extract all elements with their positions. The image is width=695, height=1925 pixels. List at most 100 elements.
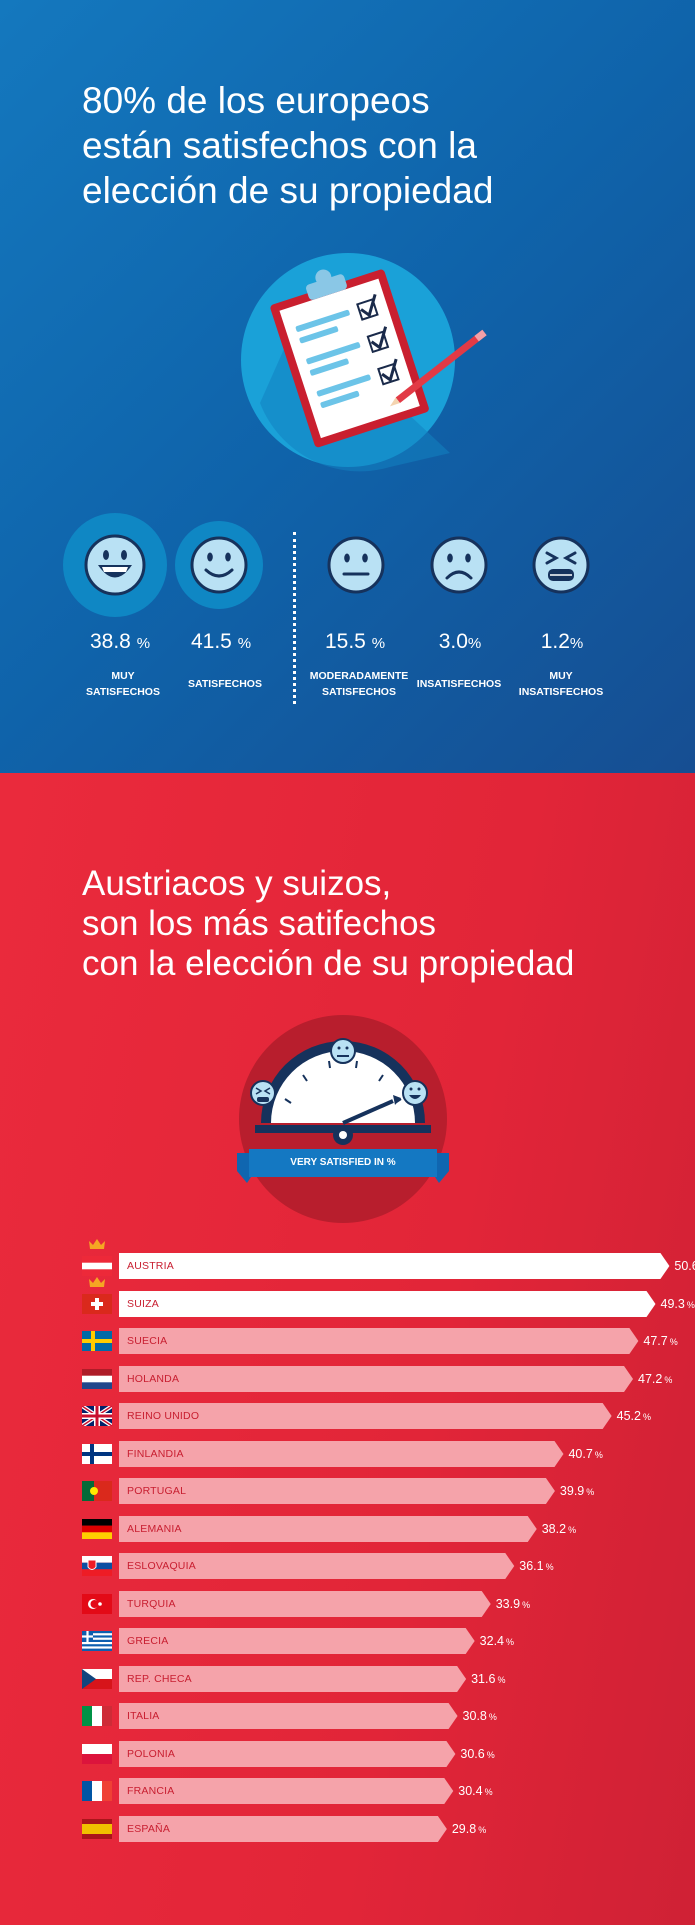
bar-label: FINLANDIA — [127, 1447, 184, 1460]
title-line: con la elección de su propiedad — [82, 944, 575, 983]
bar-row-alemania: ALEMANIA 38.2% — [0, 1513, 695, 1543]
suecia-flag-icon — [82, 1331, 112, 1351]
bar-value-unit: % — [686, 1299, 695, 1310]
bar-label: ALEMANIA — [127, 1522, 182, 1535]
bar-value: 29.8% — [452, 1822, 486, 1836]
title-line: 80% de los europeos — [82, 80, 430, 121]
pct-unit: % — [467, 635, 482, 652]
bar-value: 47.7% — [643, 1334, 677, 1348]
bar — [119, 1365, 634, 1392]
overall-satisfaction-section: 80% de los europeos están satisfechos co… — [0, 0, 695, 773]
bar-row-portugal: PORTUGAL 39.9% — [0, 1475, 695, 1505]
bar-value-unit: % — [642, 1412, 651, 1422]
crown-icon — [89, 1276, 105, 1287]
bar — [119, 1703, 458, 1729]
bar-value-number: 30.4 — [458, 1784, 483, 1798]
rep-checa-flag-icon — [82, 1668, 112, 1689]
label-line: MUY — [111, 670, 135, 682]
bar-value-unit: % — [586, 1487, 595, 1497]
bar-value-number: 38.2 — [541, 1521, 567, 1536]
bar — [119, 1290, 656, 1317]
face-very-satisfied — [60, 510, 170, 620]
bar-value: 32.4% — [480, 1634, 514, 1648]
dotted-divider — [293, 532, 296, 704]
bar-row-reino-unido: REINO UNIDO 45.2% — [0, 1400, 695, 1430]
bar-value-number: 31.6 — [471, 1671, 496, 1686]
bar-row-suiza: SUIZA 49.3% — [0, 1276, 695, 1318]
bar — [119, 1328, 639, 1354]
alemania-flag-icon — [82, 1518, 112, 1539]
bar-value: 39.9% — [560, 1484, 594, 1498]
bar-label: SUECIA — [127, 1335, 168, 1347]
bar-value: 50.6% — [674, 1259, 695, 1273]
pct-value: 15.5 — [324, 630, 366, 653]
bar-value-number: 40.7 — [568, 1446, 593, 1461]
bar-value: 45.2% — [617, 1409, 651, 1423]
bar-row-austria: AUSTRIA 50.6% — [0, 1239, 695, 1280]
bar — [119, 1665, 467, 1692]
label-line: INSATISFECHOS — [416, 678, 502, 690]
bar-value: 36.1% — [519, 1559, 553, 1573]
bar — [119, 1478, 555, 1504]
bar-label: POLONIA — [127, 1747, 176, 1760]
bar-row-finlandia: FINLANDIA 40.7% — [0, 1438, 695, 1468]
bar-value-unit: % — [664, 1374, 673, 1385]
bar — [119, 1515, 537, 1542]
bar-value-unit: % — [506, 1637, 515, 1647]
bar-label: REP. CHECA — [127, 1672, 192, 1685]
bar-label: ESLOVAQUIA — [127, 1560, 196, 1572]
bar-label: ESPAÑA — [127, 1822, 171, 1835]
label-line: SATISFECHOS — [188, 678, 262, 690]
pct-moderately-satisfied: 15.5 % — [300, 630, 410, 654]
bar-row-eslovaquia: ESLOVAQUIA 36.1% — [0, 1550, 695, 1580]
bar-value: 47.2% — [638, 1372, 672, 1386]
pct-unit: % — [237, 635, 252, 652]
neutral-face-icon — [330, 1038, 356, 1064]
satisfaction-breakdown: 38.8 % 41.5 % 15.5 % 3.0% 1.2% MUY SATISF… — [0, 510, 695, 710]
bar-value: 30.4% — [458, 1784, 492, 1798]
crown-icon — [89, 1239, 105, 1249]
country-bar-chart: AUSTRIA50.6%SUIZA49.3%SUECIA47.7%HOLANDA… — [0, 1239, 695, 1850]
bar-value-unit: % — [545, 1562, 554, 1572]
francia-flag-icon — [82, 1781, 112, 1801]
bar-value: 33.9% — [496, 1597, 530, 1611]
bar-value-number: 30.6 — [460, 1746, 485, 1761]
title-line: Austriacos y suizos, — [82, 864, 392, 903]
bar-value: 31.6% — [471, 1672, 505, 1686]
title-line: son los más satifechos — [82, 904, 437, 943]
bar-value-unit: % — [488, 1712, 497, 1722]
bar-row-suecia: SUECIA 47.7% — [0, 1325, 695, 1355]
bar — [119, 1740, 456, 1767]
bar — [119, 1440, 564, 1467]
pct-very-dissatisfied: 1.2% — [507, 630, 617, 654]
title-line: elección de su propiedad — [82, 170, 494, 211]
label-dissatisfied: INSATISFECHOS — [394, 668, 524, 692]
very-happy-face-icon — [63, 513, 167, 617]
bar-label: AUSTRIA — [127, 1260, 174, 1272]
neutral-face-icon — [327, 536, 385, 594]
bar-value: 38.2% — [542, 1522, 576, 1536]
sad-face-icon — [430, 536, 488, 594]
face-moderately-satisfied — [301, 510, 411, 620]
reino-unido-flag-icon — [82, 1406, 112, 1426]
very-sad-face-icon — [250, 1080, 276, 1106]
bar-value-unit: % — [594, 1449, 603, 1460]
label-very-dissatisfied: MUY INSATISFECHOS — [496, 668, 626, 700]
label-satisfied: SATISFECHOS — [160, 668, 290, 692]
bar-value-number: 45.2 — [616, 1409, 641, 1423]
section-title-countries: Austriacos y suizos, son los más satifec… — [82, 864, 574, 984]
bar — [119, 1778, 454, 1804]
portugal-flag-icon — [82, 1481, 112, 1501]
label-line: MODERADAMENTE — [309, 670, 409, 682]
section-title-overall: 80% de los europeos están satisfechos co… — [82, 78, 493, 213]
bar-value-unit: % — [568, 1524, 577, 1535]
bar-value-unit: % — [478, 1824, 487, 1835]
bar-row-italia: ITALIA 30.8% — [0, 1700, 695, 1730]
bar-label: TURQUIA — [127, 1597, 176, 1610]
austria-flag-icon — [82, 1256, 112, 1276]
bar-label: ITALIA — [127, 1710, 160, 1722]
label-line: INSATISFECHOS — [518, 686, 604, 698]
pct-value: 41.5 — [190, 630, 232, 653]
bar-value-number: 47.7 — [643, 1334, 668, 1348]
